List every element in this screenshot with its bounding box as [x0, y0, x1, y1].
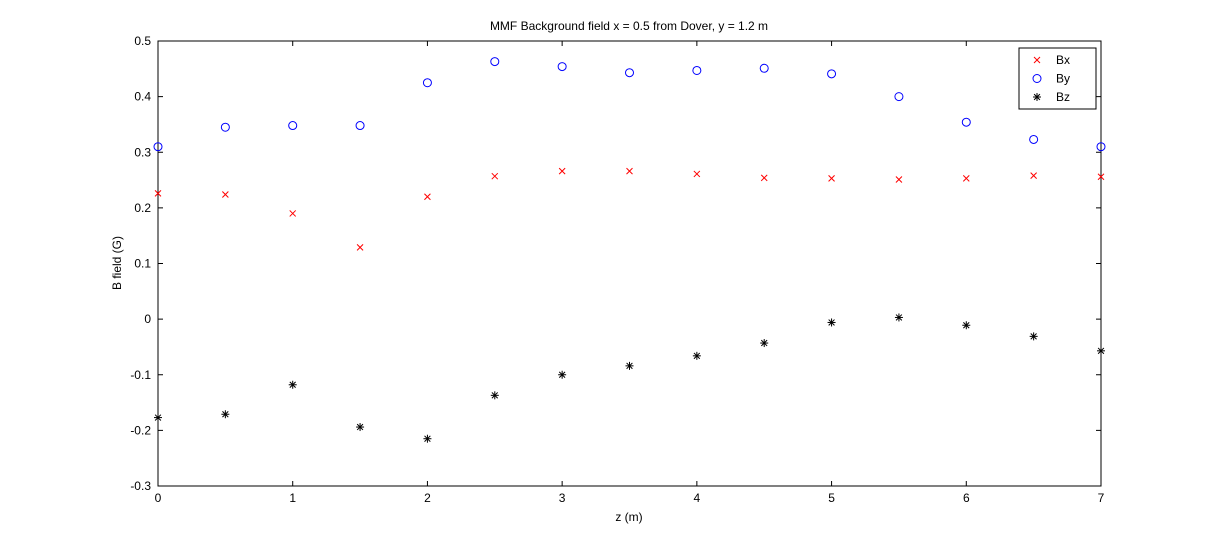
point-bx [760, 174, 768, 182]
point-bz [221, 410, 230, 419]
point-bz [760, 339, 769, 348]
x-tick-label: 4 [694, 491, 701, 505]
point-bx [222, 191, 229, 198]
x-tick-label: 2 [424, 491, 431, 505]
x-tick-label: 7 [1098, 491, 1105, 505]
legend-box [1018, 47, 1097, 110]
point-bx [693, 170, 701, 178]
x-axis-label: z (m) [615, 510, 642, 524]
x-tick-label: 5 [828, 491, 835, 505]
legend-marker-bx [1033, 56, 1041, 64]
point-bx [289, 210, 297, 217]
legend-marker-bz [1033, 93, 1041, 101]
point-bz [490, 391, 499, 400]
point-bx [1030, 172, 1037, 179]
point-bz [625, 361, 634, 370]
point-bz [423, 434, 432, 443]
y-tick-label: -0.1 [130, 368, 151, 382]
point-bz [1029, 332, 1038, 341]
x-tick-label: 3 [559, 491, 566, 505]
point-bz [558, 370, 567, 379]
point-bx [424, 193, 431, 201]
point-bz [962, 321, 971, 330]
chart-title: MMF Background field x = 0.5 from Dover,… [490, 19, 768, 33]
point-bz [154, 413, 162, 422]
x-tick-label: 0 [155, 491, 162, 505]
y-tick-label: 0.2 [134, 201, 151, 215]
point-bx [828, 175, 835, 182]
point-bz [1097, 346, 1105, 355]
point-by [894, 92, 904, 102]
series-by [153, 57, 1106, 152]
point-bx [491, 172, 499, 180]
legend-label-by: By [1056, 72, 1070, 86]
point-by [827, 69, 837, 79]
point-by [1096, 142, 1106, 152]
point-bz [356, 423, 365, 432]
point-bx [154, 190, 162, 197]
point-by [490, 57, 500, 67]
point-by [355, 121, 365, 131]
axis-ticks: 0 1 2 3 4 5 6 7 -0.3 -0.2 -0.1 0 0.1 0.2 0.3 0.4 0.5 [130, 34, 1104, 505]
x-tick-label: 6 [963, 491, 970, 505]
point-by [1029, 134, 1039, 144]
legend-marker-by [1032, 74, 1042, 83]
series-bx [154, 167, 1105, 251]
data-marks [153, 57, 1106, 443]
legend-label-bx: Bx [1056, 53, 1070, 67]
point-bx [558, 167, 566, 175]
point-bz [827, 318, 836, 327]
point-by [692, 65, 702, 75]
y-tick-label: 0.5 [134, 34, 151, 48]
point-by [625, 68, 634, 78]
point-bz [288, 380, 297, 389]
point-bx [356, 244, 364, 251]
y-tick-label: 0.1 [134, 257, 151, 271]
y-tick-label: -0.2 [130, 423, 151, 437]
plot-area [157, 40, 1102, 487]
point-bx [962, 175, 970, 182]
point-bx [1097, 173, 1105, 181]
x-tick-label: 1 [289, 491, 296, 505]
legend-label-bz: Bz [1056, 90, 1070, 104]
point-by [422, 78, 432, 88]
point-by [961, 117, 971, 127]
point-bz [692, 351, 701, 360]
y-tick-label: 0.3 [134, 145, 151, 159]
y-tick-label: 0 [144, 312, 151, 326]
legend: Bx By Bz [1018, 47, 1097, 110]
y-tick-label: 0.4 [134, 90, 151, 104]
series-bz [154, 313, 1105, 443]
point-by [220, 122, 230, 132]
point-bx [626, 167, 633, 175]
y-tick-label: -0.3 [130, 479, 151, 493]
point-bx [895, 176, 903, 183]
point-by [288, 121, 298, 131]
point-by [759, 63, 769, 73]
y-axis-label: B field (G) [110, 236, 124, 290]
point-bz [894, 313, 903, 322]
point-by [153, 142, 163, 152]
point-by [557, 62, 567, 72]
